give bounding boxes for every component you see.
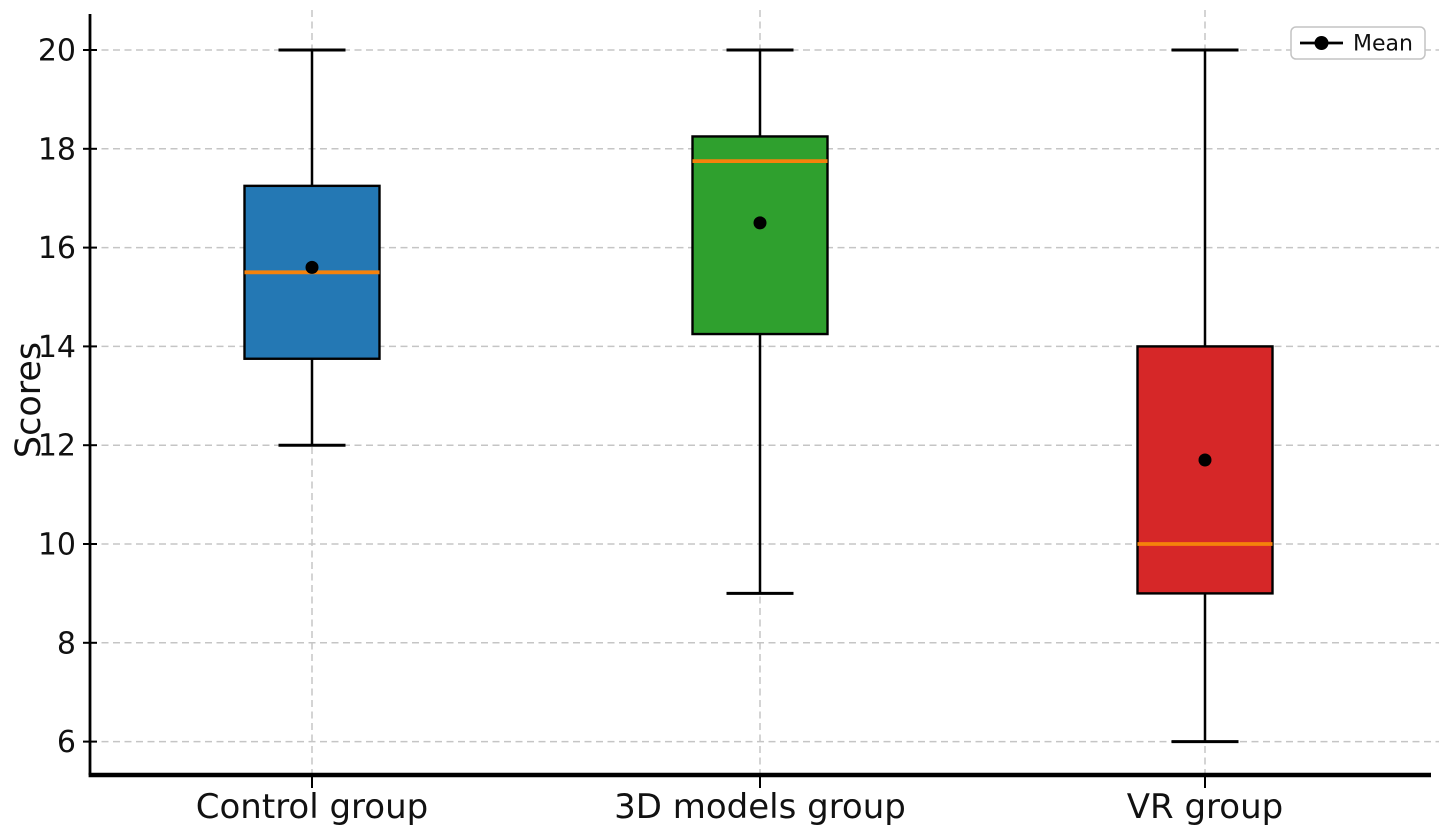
x-tick-label: 3D models group: [614, 787, 906, 827]
box-group-3d-models-group: [691, 48, 829, 595]
y-axis-label: Scores: [9, 342, 49, 458]
y-tick-label: 6: [57, 725, 76, 760]
mean-dot: [753, 216, 767, 230]
y-tick-label: 8: [57, 626, 76, 661]
mean-dot: [305, 260, 319, 274]
iqr-box: [691, 135, 829, 336]
boxes-layer: [243, 48, 1274, 744]
y-tick-label: 20: [38, 34, 76, 69]
legend-box: [1290, 26, 1426, 60]
y-tick-label: 10: [38, 528, 76, 563]
y-tick-label: 14: [38, 330, 76, 365]
y-tick-label: 12: [38, 429, 76, 464]
y-tick-label: 16: [38, 231, 76, 266]
x-tick-label: Control group: [196, 787, 428, 827]
legend-mean-dot-icon: [1314, 36, 1329, 50]
x-tick-label: VR group: [1127, 787, 1283, 827]
iqr-box: [1136, 345, 1274, 595]
mean-dot: [1198, 453, 1212, 467]
axes-layer: 6 8 10 12 14 16 18 20 Control group 3D models gro…: [9, 14, 1431, 827]
box-group-vr-group: [1136, 48, 1274, 744]
y-tick-label: 18: [38, 132, 76, 167]
legend: Mean: [1290, 26, 1426, 60]
box-group-control-group: [243, 48, 381, 447]
legend-label: Mean: [1353, 32, 1413, 57]
